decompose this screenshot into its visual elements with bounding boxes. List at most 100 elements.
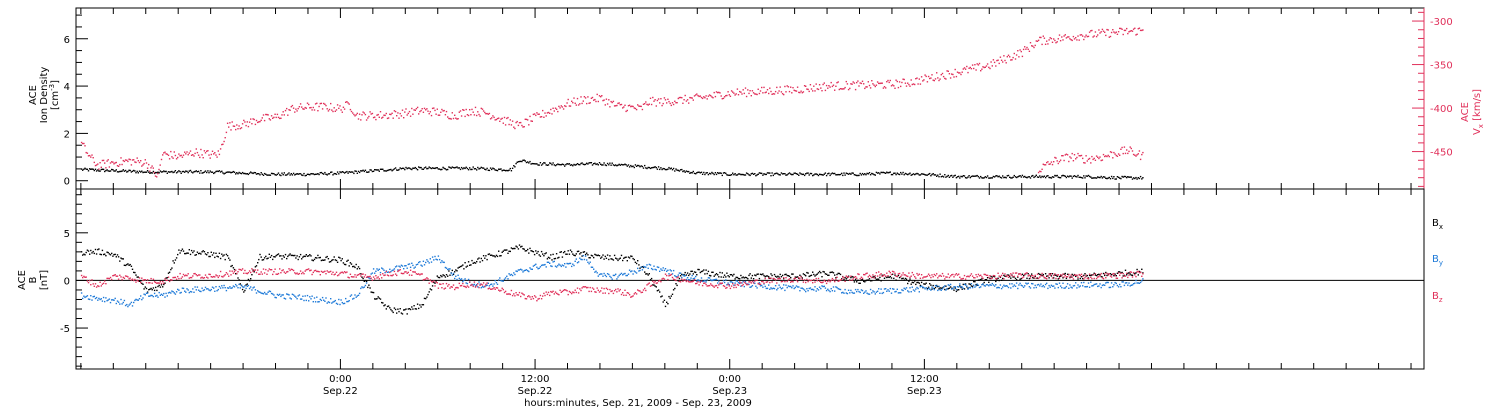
bx-point [345,263,347,266]
bz-point [860,276,863,278]
vx-point [1047,43,1049,45]
bx-point [533,253,536,256]
vx-point [588,102,590,104]
by-point [317,301,319,303]
vx-point [408,110,411,113]
density-point [963,175,966,177]
bz-point [386,274,389,276]
bz-point [676,277,678,279]
bz-point [485,283,487,286]
vx-point [977,64,980,66]
bz-point [932,276,934,278]
vx-point [975,69,977,71]
bx-point [228,257,230,259]
bx-point [404,309,406,311]
by-point [925,287,927,289]
density-point [95,170,98,172]
bx-point [792,273,794,275]
bz-point [511,294,514,297]
density-point [587,163,589,165]
by-point [499,277,501,279]
by-point [926,289,929,291]
bx-point [358,267,361,270]
bz-point [177,275,179,278]
vx-point [218,153,221,156]
vx-point [974,64,976,66]
bz-point [883,274,886,276]
vx-point [477,111,479,113]
bz-point [296,272,298,274]
vx-point [1058,34,1061,36]
density-point [1092,177,1094,179]
bx-point [888,276,890,279]
bz-point [861,277,864,280]
vx-point [832,84,835,86]
bz-point [631,295,633,298]
bz-point [814,281,816,283]
density-point [698,171,700,173]
by-point [635,272,638,274]
vx-point [1132,153,1135,156]
density-point [606,162,609,165]
bz-point [841,278,843,281]
bx-point [1059,275,1062,277]
bx-point [799,274,801,276]
vx-point [837,81,839,83]
bx-point [1136,268,1138,271]
by-point [663,269,666,272]
by-point [645,266,647,268]
bx-point [1033,277,1035,279]
bz-point [343,271,346,273]
vx-point [565,105,567,108]
bz-point [939,274,941,277]
bx-point [632,257,634,260]
density-point [1119,177,1121,179]
bz-point [622,292,624,294]
bx-point [688,274,690,277]
bz-point [1108,273,1110,275]
vx-point [910,79,912,81]
density-point [261,173,263,175]
bx-point [1088,274,1091,277]
by-point [498,279,500,281]
vx-point [413,109,415,111]
bz-point [1069,277,1071,279]
bx-point [970,285,973,287]
density-point [291,174,294,176]
vx-point [1015,54,1018,56]
bz-point [82,276,84,279]
bz-point [163,282,165,284]
density-point [626,165,628,167]
bx-point [989,277,991,280]
by-point [875,291,878,293]
by-point [778,284,780,286]
bz-point [231,270,233,272]
by-point [1124,282,1127,284]
vx-point [1046,40,1048,42]
bx-point [275,254,277,257]
bz-point [889,271,891,274]
vx-point [1099,156,1101,158]
density-point [275,174,277,176]
bx-point [1003,274,1005,277]
vx-point [1065,37,1068,39]
vx-point [698,95,700,98]
density-point [288,172,290,174]
bx-point [550,254,552,256]
by-point [701,280,704,283]
bz-point [174,276,177,279]
bz-point [936,273,938,275]
bz-point [516,294,518,296]
bx-point [1126,274,1128,276]
bz-point [1091,277,1093,280]
bz-point [890,273,893,276]
by-point [115,302,117,305]
bz-point [124,275,127,277]
bz-point [1056,274,1058,276]
bx-point [428,291,430,293]
bx-point [511,248,514,250]
bz-point [92,283,94,285]
bx-point [506,249,508,251]
bx-point [656,290,659,292]
bz-point [199,274,201,276]
